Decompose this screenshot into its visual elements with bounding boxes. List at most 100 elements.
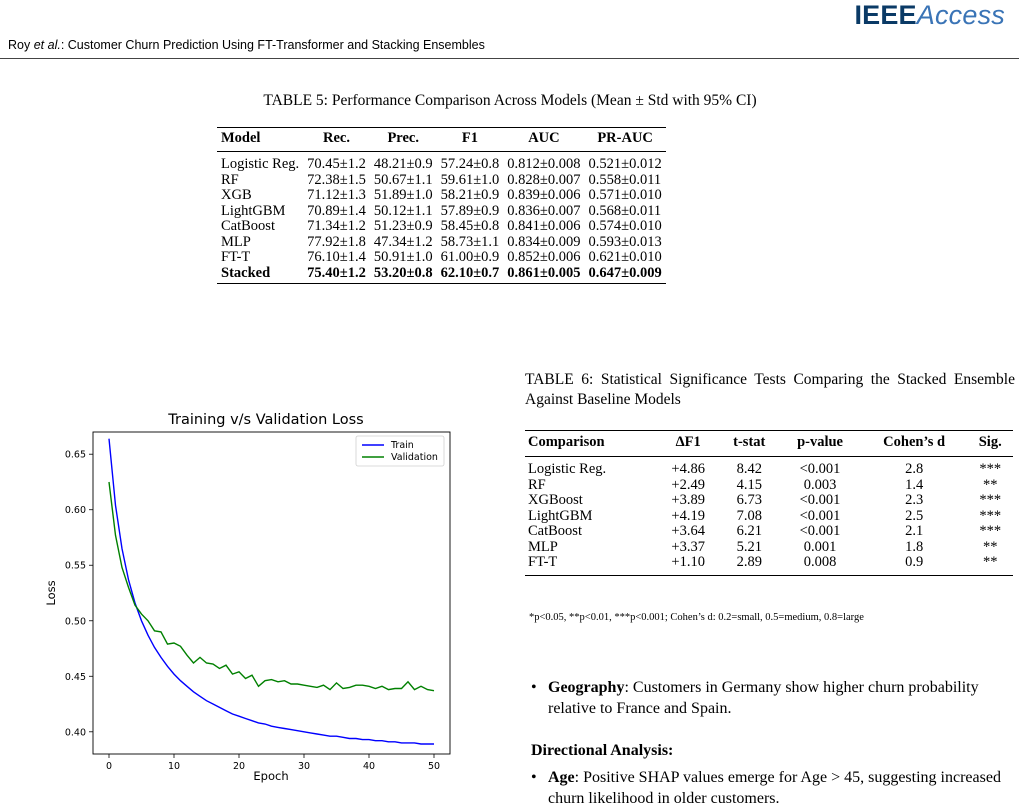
table-cell: 4.15: [736, 476, 762, 493]
table-cell: +3.89: [671, 492, 705, 508]
table-cell: CatBoost: [528, 523, 582, 539]
table-cell: 71.34±1.2: [307, 218, 366, 234]
table-cell: 6.21: [736, 523, 762, 539]
table-row: MLP 77.92±1.8 47.34±1.2 58.73±1.1 0.834±0.00…: [217, 233, 666, 251]
table-cell: **: [967, 554, 1013, 576]
table5-col-header: AUC: [503, 127, 585, 152]
table-cell: +3.64: [671, 523, 705, 539]
table6-col-header: Sig.: [967, 430, 1013, 457]
table-cell: 0.861±0.005: [503, 265, 585, 284]
table-cell: 50.67±1.1: [373, 171, 433, 188]
table-row: MLP +3.37 5.21 0.001 1.8 **: [525, 538, 1013, 556]
table-cell: ***: [979, 461, 1002, 477]
table-row: FT-T +1.10 2.89 0.008 0.9 **: [525, 554, 1013, 576]
legend: Train Validation: [355, 435, 445, 467]
table-cell: 53.20±0.8: [369, 265, 437, 284]
table-cell: 0.558±0.011: [588, 171, 662, 188]
table-cell: Logistic Reg.: [528, 461, 607, 477]
directional-analysis-heading: Directional Analysis:: [531, 742, 674, 759]
bullet-geography: • Geography: Customers in Germany show h…: [531, 677, 1014, 719]
table-cell: 50.91±1.0: [373, 249, 433, 265]
table-cell: 58.73±1.1: [440, 233, 500, 250]
bullet-text: : Customers in Germany show higher churn…: [548, 679, 979, 717]
table-cell: 0.574±0.010: [588, 218, 662, 234]
table6: Comparison ΔF1 t-stat p-value Cohen’s d …: [525, 430, 1013, 576]
table-cell: 0.008: [779, 554, 861, 576]
table-cell: 0.621±0.010: [588, 249, 662, 265]
table-cell: 70.45±1.2: [307, 156, 366, 172]
table-cell: LightGBM: [528, 507, 593, 524]
table-cell: 75.40±1.2: [303, 265, 370, 284]
table-cell: LightGBM: [221, 202, 286, 219]
table-row: Stacked 75.40±1.2 53.20±0.8 62.10±0.7 0.861±…: [217, 265, 666, 284]
table-row: LightGBM +4.19 7.08 <0.001 2.5 ***: [525, 507, 1013, 525]
bullet-dot: •: [531, 769, 537, 786]
table-cell: 0.001: [803, 538, 837, 555]
table-cell: 59.61±1.0: [440, 171, 500, 188]
y-tick-label: 0.50: [65, 616, 86, 627]
table-cell: 2.5: [905, 507, 924, 524]
table-cell: MLP: [221, 233, 251, 250]
table-cell: Logistic Reg.: [221, 156, 300, 172]
table-cell: XGBoost: [528, 492, 583, 508]
legend-validation-label: Validation: [391, 452, 438, 463]
ieee-access-logo: IEEEAccess: [854, 0, 1005, 31]
table-row: LightGBM 70.89±1.4 50.12±1.1 57.89±0.9 0.836…: [217, 202, 666, 220]
x-tick-label: 50: [428, 761, 440, 772]
bullet-text: : Positive SHAP values emerge for Age > …: [548, 769, 1001, 807]
table-cell: 7.08: [736, 507, 762, 524]
table-cell: 0.836±0.007: [507, 202, 581, 219]
table5: Model Rec. Prec. F1 AUC PR-AUC Logistic …: [217, 127, 666, 284]
legend-train-label: Train: [390, 440, 414, 451]
table-cell: 76.10±1.4: [307, 249, 366, 265]
table-row: FT-T 76.10±1.4 50.91±1.0 61.00±0.9 0.852±0.0…: [217, 249, 666, 266]
table-cell: 0.812±0.008: [507, 156, 581, 172]
running-head-author: Roy: [8, 38, 31, 52]
y-tick-label: 0.40: [65, 727, 86, 738]
table-cell: Stacked: [217, 265, 304, 284]
table5-caption: TABLE 5: Performance Comparison Across M…: [263, 92, 757, 109]
table6-col-header: ΔF1: [657, 430, 720, 457]
train-loss-line: [108, 438, 434, 745]
table6-col-header: p-value: [779, 430, 861, 457]
legend-box: [355, 435, 445, 467]
table-cell: 1.8: [905, 538, 924, 555]
table-cell: 0.521±0.012: [588, 156, 662, 172]
table-cell: 51.23±0.9: [373, 218, 433, 234]
x-tick-label: 20: [233, 761, 245, 772]
table-cell: 58.21±0.9: [440, 187, 500, 203]
table6-header-row: Comparison ΔF1 t-stat p-value Cohen’s d …: [525, 430, 1013, 457]
table-cell: 0.568±0.011: [588, 202, 662, 219]
table-cell: 0.841±0.006: [507, 218, 581, 234]
table-cell: <0.001: [799, 461, 841, 477]
table5-col-header: PR-AUC: [584, 127, 666, 152]
table-row: Logistic Reg. 70.45±1.2 48.21±0.9 57.24±0.8…: [217, 152, 666, 173]
y-axis-label: Loss: [44, 580, 58, 605]
table-cell: 61.00±0.9: [440, 249, 500, 265]
table-cell: 0.834±0.009: [507, 233, 581, 250]
table-row: XGB 71.12±1.3 51.89±1.0 58.21±0.9 0.839±0.00…: [217, 187, 666, 204]
table-cell: 0.852±0.006: [507, 249, 581, 265]
table-cell: ***: [979, 492, 1002, 508]
bullet-dot: •: [531, 679, 537, 696]
table6-col-header: Cohen’s d: [860, 430, 968, 457]
table-cell: 5.21: [736, 538, 762, 555]
table-row: RF 72.38±1.5 50.67±1.1 59.61±1.0 0.828±0.007…: [217, 171, 666, 189]
table-cell: RF: [528, 476, 546, 493]
table6-col-header: Comparison: [525, 430, 658, 457]
loss-figure: Training v/s Validation Loss 0 10 20 30 40 50…: [38, 405, 463, 790]
plot-layer: 0 10 20 30 40 50 0.40 0.45 0.50 0.55 0.60 0.65: [65, 438, 440, 772]
table-cell: +2.49: [671, 476, 705, 493]
table-row: XGBoost +3.89 6.73 <0.001 2.3 ***: [525, 492, 1013, 509]
table-cell: 48.21±0.9: [373, 156, 433, 172]
table-cell: FT-T: [525, 554, 658, 576]
table-cell: 2.3: [905, 492, 924, 508]
y-tick-label: 0.60: [65, 505, 86, 516]
table-cell: 0.003: [803, 476, 837, 493]
x-tick-label: 30: [298, 761, 310, 772]
table-cell: <0.001: [799, 507, 841, 524]
bullet-term: Age: [548, 769, 575, 786]
table-cell: 70.89±1.4: [307, 202, 366, 219]
table-cell: +3.37: [671, 538, 705, 555]
table-cell: 0.839±0.006: [507, 187, 581, 203]
